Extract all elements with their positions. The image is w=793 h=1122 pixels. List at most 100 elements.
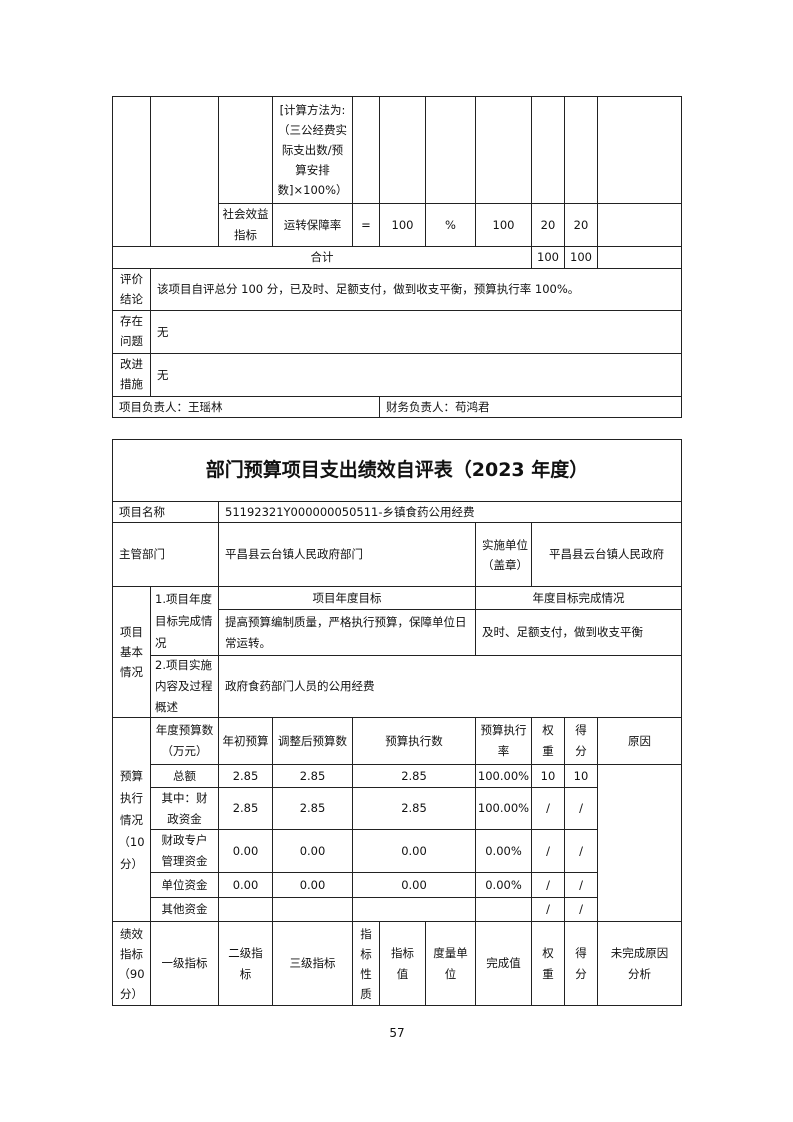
done-text: 及时、足额支付，做到收支平衡	[475, 609, 682, 656]
total-score: 100	[564, 246, 598, 269]
budget-header: 年度预算数（万元）	[150, 717, 219, 765]
cell-empty	[218, 96, 273, 204]
budget-cell: 0.00	[352, 829, 476, 873]
level3-cell: 运转保障率	[272, 203, 353, 247]
budget-cell: /	[531, 897, 565, 922]
budget-header: 权重	[531, 717, 565, 765]
improve-text: 无	[150, 353, 682, 397]
cell-empty	[379, 96, 426, 204]
budget-cell	[218, 897, 273, 922]
budget-cell: /	[564, 829, 598, 873]
cell-empty	[425, 96, 476, 204]
budget-label: 预算执行情况（10分）	[112, 717, 151, 922]
budget-header: 预算执行率	[475, 717, 532, 765]
impl-label: 实施单位（盖章）	[475, 522, 532, 587]
cell-empty	[597, 96, 682, 204]
cell-empty	[475, 96, 532, 204]
basic-label: 项目基本情况	[112, 586, 151, 718]
level2-cell: 社会效益指标	[218, 203, 273, 247]
perf-header: 一级指标	[150, 921, 219, 1006]
budget-cell: 100.00%	[475, 787, 532, 830]
unit-cell: %	[425, 203, 476, 247]
perf-header: 未完成原因分析	[597, 921, 682, 1006]
perf-header: 权重	[531, 921, 565, 1006]
cell-empty	[352, 96, 380, 204]
budget-cell: /	[564, 872, 598, 898]
budget-cell: 0.00	[272, 872, 353, 898]
perf-header: 完成值	[475, 921, 532, 1006]
budget-header: 年初预算	[218, 717, 273, 765]
goal-head: 项目年度目标	[218, 586, 476, 610]
budget-cell: /	[531, 829, 565, 873]
cell-empty	[112, 96, 151, 247]
budget-cell: 0.00%	[475, 872, 532, 898]
budget-cell: 2.85	[272, 764, 353, 788]
budget-cell	[475, 897, 532, 922]
value-cell: 100	[379, 203, 426, 247]
budget-cell: /	[564, 787, 598, 830]
total-weight: 100	[531, 246, 565, 269]
cell-empty	[564, 96, 598, 204]
total-label: 合计	[112, 246, 532, 269]
budget-cell: 财政专户管理资金	[150, 829, 219, 873]
done-head: 年度目标完成情况	[475, 586, 682, 610]
weight-cell: 20	[531, 203, 565, 247]
cell-empty	[531, 96, 565, 204]
budget-cell: 2.85	[218, 787, 273, 830]
budget-cell: 10	[531, 764, 565, 788]
impl-value: 平昌县云台镇人民政府	[531, 522, 682, 587]
form-title: 部门预算项目支出绩效自评表（2023 年度）	[112, 439, 682, 502]
cell-empty	[597, 246, 682, 269]
name-label: 项目名称	[112, 501, 219, 523]
cell-empty	[597, 203, 682, 247]
budget-cell: 0.00%	[475, 829, 532, 873]
problems-text: 无	[150, 310, 682, 354]
perf-header: 度量单位	[425, 921, 476, 1006]
done-cell: 100	[475, 203, 532, 247]
budget-header: 得分	[564, 717, 598, 765]
budget-cell: 0.00	[218, 829, 273, 873]
budget-header: 原因	[597, 717, 682, 765]
budget-header: 调整后预算数	[272, 717, 353, 765]
score-cell: 20	[564, 203, 598, 247]
improve-label: 改进措施	[112, 353, 151, 397]
project-leader: 项目负责人：王瑶林	[112, 396, 380, 418]
budget-cell: 其中：财政资金	[150, 787, 219, 830]
budget-cell: 2.85	[272, 787, 353, 830]
perf-header: 三级指标	[272, 921, 353, 1006]
goal-text: 提高预算编制质量，严格执行预算，保障单位日常运转。	[218, 609, 476, 656]
perf-header: 二级指标	[218, 921, 273, 1006]
budget-cell: /	[564, 897, 598, 922]
budget-cell: /	[531, 872, 565, 898]
goal-label: 1.项目年度目标完成情况	[150, 586, 219, 656]
budget-cell: 2.85	[218, 764, 273, 788]
budget-cell: 2.85	[352, 787, 476, 830]
budget-header: 预算执行数	[352, 717, 476, 765]
name-value: 51192321Y000000050511-乡镇食药公用经费	[218, 501, 682, 523]
budget-cell: 100.00%	[475, 764, 532, 788]
finance-leader: 财务负责人：苟鸿君	[379, 396, 682, 418]
formula-cell: [计算方法为:（三公经费实际支出数/预算安排数]×100%）	[272, 96, 353, 204]
dept-value: 平昌县云台镇人民政府部门	[218, 522, 476, 587]
budget-cell: 单位资金	[150, 872, 219, 898]
budget-cell: 总额	[150, 764, 219, 788]
content-text: 政府食药部门人员的公用经费	[218, 655, 682, 718]
budget-cell: 0.00	[218, 872, 273, 898]
budget-cell: 0.00	[352, 872, 476, 898]
budget-cell	[352, 897, 476, 922]
cell-empty	[150, 96, 219, 247]
nature-cell: =	[352, 203, 380, 247]
reason-cell	[597, 764, 682, 922]
perf-label: 绩效指标（90分）	[112, 921, 151, 1006]
budget-cell: 0.00	[272, 829, 353, 873]
perf-header: 指标性质	[352, 921, 380, 1006]
budget-cell: 10	[564, 764, 598, 788]
content-label: 2.项目实施内容及过程概述	[150, 655, 219, 718]
perf-header: 指标值	[379, 921, 426, 1006]
perf-header: 得分	[564, 921, 598, 1006]
conclusion-label: 评价结论	[112, 268, 151, 311]
budget-cell: 2.85	[352, 764, 476, 788]
budget-cell	[272, 897, 353, 922]
problems-label: 存在问题	[112, 310, 151, 354]
